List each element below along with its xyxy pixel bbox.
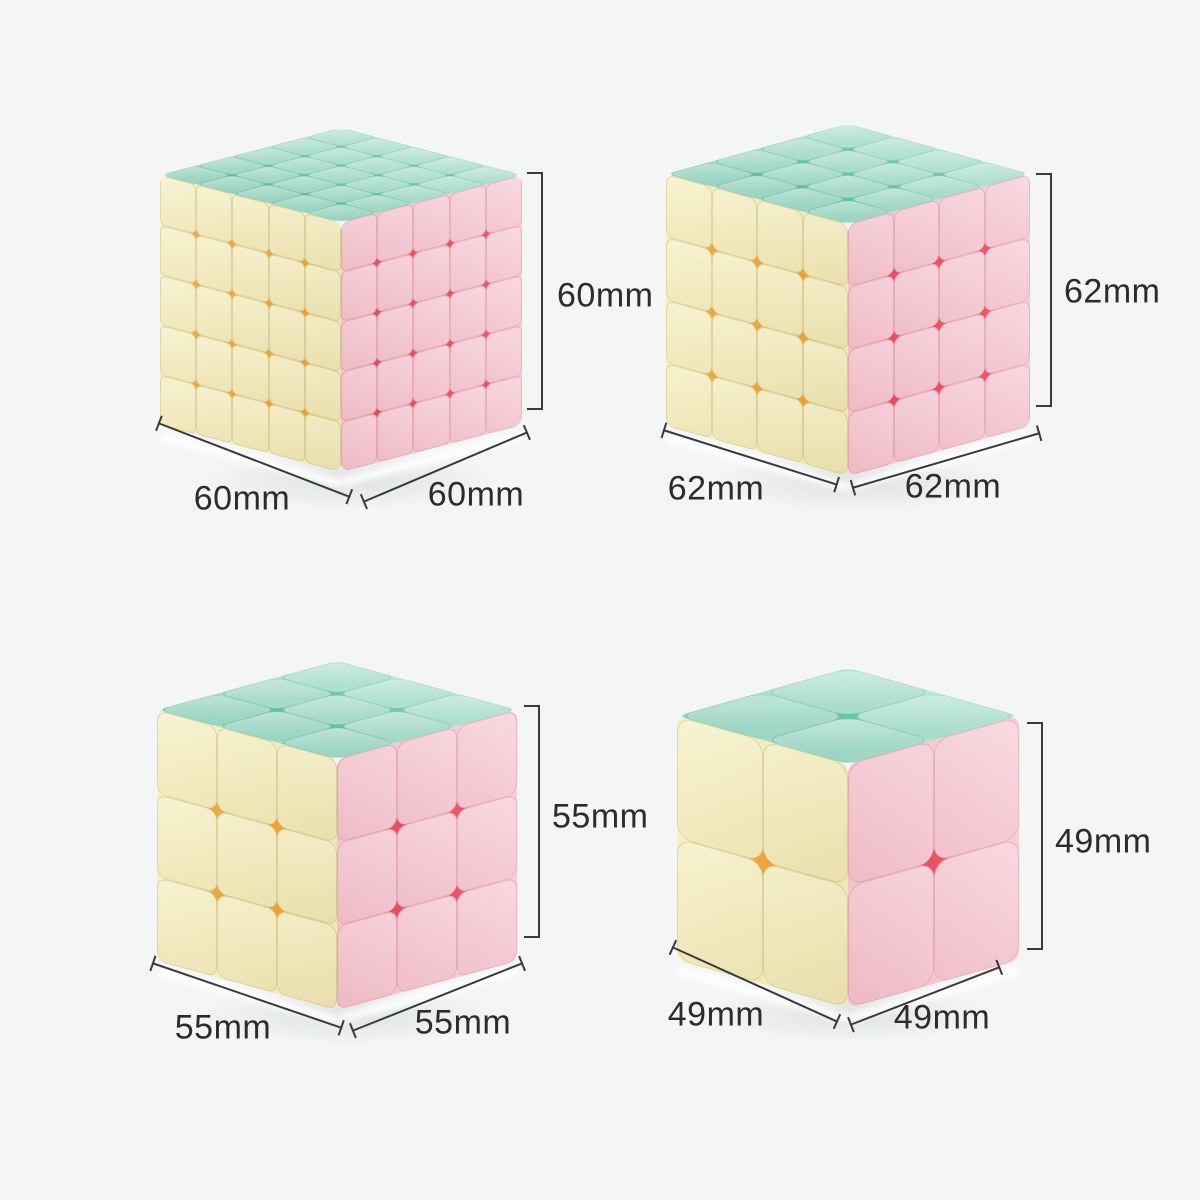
cube-2x2-height-label: 49mm <box>1055 822 1152 861</box>
cube-5x5-left-face <box>160 175 341 473</box>
cube-2x2-depth-label: 49mm <box>893 998 991 1037</box>
cube-tile <box>217 809 277 910</box>
cube-2x2-right-face <box>848 715 1019 1008</box>
cube-3x3-height-label: 55mm <box>552 797 649 836</box>
cube-tile <box>457 709 517 810</box>
cube-tile <box>377 403 414 463</box>
cube-4x4-left-face <box>666 174 848 476</box>
cube-tile <box>277 826 337 927</box>
cube-3x3-height-bracket <box>524 705 540 938</box>
cube-tile <box>677 838 763 985</box>
cube-5x5-height-bracket <box>527 172 543 410</box>
cube-tile <box>277 742 337 843</box>
cube-tile <box>939 375 985 452</box>
cube-4x4-depth-label: 62mm <box>904 467 1002 506</box>
cube-tile <box>762 740 848 887</box>
cube-tile <box>413 393 450 454</box>
cube-2x2-width-label: 49mm <box>667 995 765 1034</box>
cube-4x4-height-label: 62mm <box>1064 272 1161 311</box>
cube-tile <box>217 893 277 994</box>
cube-tile <box>762 862 848 1009</box>
cube-4x4-height-bracket <box>1036 173 1052 407</box>
cube-tile <box>397 893 457 994</box>
cube-4x4-right-face <box>848 174 1030 476</box>
cube-tile <box>677 716 763 863</box>
cube-tile <box>711 375 757 451</box>
cube-3x3-depth-label: 55mm <box>414 1003 512 1042</box>
cube-tile <box>157 710 217 810</box>
cube-5x5-width-label: 60mm <box>193 479 291 518</box>
cube-3x3-right-face <box>337 709 517 1010</box>
cube-tile <box>893 388 939 464</box>
cube-tile <box>485 374 522 435</box>
cube-tile <box>449 384 486 444</box>
cube-tile <box>304 412 341 473</box>
cube-tile <box>802 400 848 476</box>
cube-tile <box>337 909 397 1010</box>
cube-tile <box>848 739 934 886</box>
cube-tile <box>933 715 1019 862</box>
cube-tile <box>848 861 934 1008</box>
cube-tile <box>341 412 378 472</box>
cube-tile <box>157 793 217 894</box>
cube-tile <box>337 742 397 843</box>
cube-tile <box>933 837 1019 984</box>
cube-5x5-depth-label: 60mm <box>427 475 525 514</box>
cube-tile <box>157 877 217 978</box>
cube-tile <box>457 877 517 978</box>
cube-tile <box>277 909 337 1010</box>
cube-tile <box>232 393 269 454</box>
cube-tile <box>217 726 277 827</box>
cube-tile <box>268 403 305 463</box>
cube-5x5-right-face <box>341 174 522 472</box>
cube-2x2-left-face <box>677 716 848 1009</box>
cube-4x4-width-label: 62mm <box>667 469 765 508</box>
cube-tile <box>666 363 712 439</box>
cube-tile <box>397 726 457 827</box>
cube-3x3-width-label: 55mm <box>174 1008 272 1047</box>
cube-tile <box>196 384 233 444</box>
cube-3x3-left-face <box>157 710 337 1011</box>
cube-tile <box>984 363 1030 439</box>
cube-5x5-height-label: 60mm <box>557 276 654 315</box>
cube-tile <box>757 387 803 464</box>
cube-tile <box>848 400 894 476</box>
cube-2x2-height-bracket <box>1027 722 1043 950</box>
